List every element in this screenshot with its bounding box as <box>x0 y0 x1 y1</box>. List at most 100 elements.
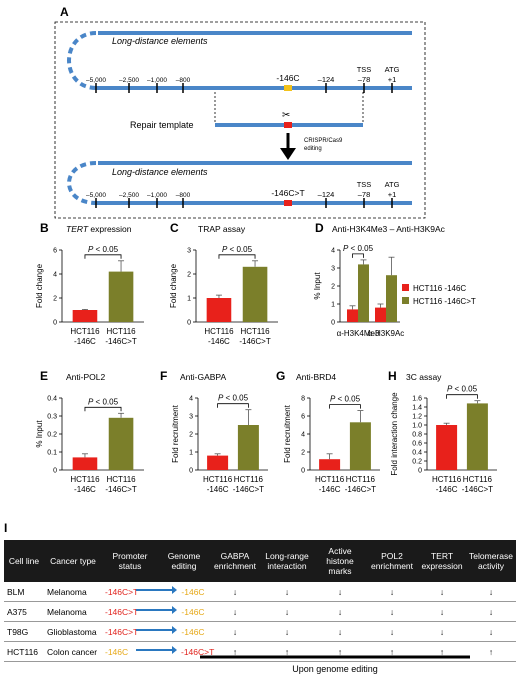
cell-line: T98G <box>4 621 44 642</box>
top-tick-label: –124 <box>318 75 335 84</box>
y-tick-label: 1 <box>331 302 335 309</box>
significance-p: P <box>447 385 453 394</box>
bar <box>206 298 232 322</box>
x-tick-label: HCT116 <box>315 475 345 484</box>
down-arrow-icon: ↓ <box>260 621 314 642</box>
bar <box>358 264 369 322</box>
genome-editing: -146C <box>136 582 210 602</box>
edit-value: -146C <box>181 626 205 637</box>
header-histone: Active histone marks <box>314 540 366 582</box>
significance-label: P < 0.05 <box>218 394 249 403</box>
y-tick-label: 3 <box>331 266 335 273</box>
bar <box>72 310 98 322</box>
y-tick-label: 2 <box>187 272 191 279</box>
arrow-head-icon <box>172 626 177 634</box>
significance-value: < 0.05 <box>452 385 477 394</box>
summary-table: Cell line Cancer type Promoter status Ge… <box>4 540 516 662</box>
y-axis-label: Fold change <box>169 263 178 308</box>
promoter-status: -146C>T <box>102 621 158 642</box>
top-atg-label: ATG <box>385 65 400 74</box>
significance-label: P < 0.05 <box>447 385 478 394</box>
repair-template-mutation <box>284 122 292 128</box>
chart-title: Anti-POL2 <box>66 372 105 382</box>
ticks-top: –5,000 –2,500 –1,000 –800 -146C –124 TSS–78 ATG… <box>86 65 400 93</box>
panel-label: G <box>276 369 285 383</box>
down-arrow-icon: ↓ <box>418 582 466 602</box>
promoter-status: -146C <box>102 641 158 662</box>
header-cancer-type: Cancer type <box>44 540 102 582</box>
panel-label: E <box>40 369 48 383</box>
y-tick-label: 2 <box>331 284 335 291</box>
y-tick-label: 0.1 <box>47 450 57 457</box>
y-tick-label: 1 <box>189 450 193 457</box>
table-header-row: Cell line Cancer type Promoter status Ge… <box>4 540 516 582</box>
x-tick-label: α-H3K9Ac <box>368 329 405 338</box>
significance-p: P <box>88 245 94 254</box>
down-arrow-icon: ↓ <box>314 601 366 622</box>
up-arrow-icon: ↑ <box>314 641 366 662</box>
y-tick-label: 0 <box>301 468 305 475</box>
table-row: HCT116 Colon cancer -146C -146C>T ↑ ↑ ↑ ↑ ↑ ↑ <box>4 641 516 662</box>
y-tick-label: 3 <box>187 248 191 255</box>
y-tick-label: 4 <box>53 272 57 279</box>
legend-swatch-2 <box>402 297 409 304</box>
chart-title: Anti-GABPA <box>180 372 226 382</box>
down-arrow-icon: ↓ <box>466 621 516 642</box>
bottom-tick-label: –78 <box>358 190 371 199</box>
y-axis-label: Fold interaction change <box>390 392 399 476</box>
y-tick-label: 8 <box>301 396 305 403</box>
header-promoter-status: Promoter status <box>102 540 158 582</box>
y-axis-label: Fold recruitment <box>171 404 180 463</box>
significance-bracket <box>352 253 364 258</box>
up-arrow-icon: ↑ <box>418 641 466 662</box>
significance-label: P < 0.05 <box>222 245 253 254</box>
top-tick-label: –78 <box>358 75 371 84</box>
long-distance-label-top: Long-distance elements <box>112 36 208 46</box>
edit-value: -146C <box>181 606 205 617</box>
y-tick-label: 0.2 <box>412 459 422 466</box>
panel-label: C <box>170 221 179 235</box>
y-tick-label: 4 <box>331 248 335 255</box>
cell-line: HCT116 <box>4 641 44 662</box>
legend-item-1: HCT116 -146C <box>413 284 466 293</box>
y-tick-label: 0 <box>53 320 57 327</box>
down-arrow-icon: ↓ <box>314 582 366 602</box>
y-tick-label: 0 <box>187 320 191 327</box>
x-tick-label: -146C <box>74 485 96 494</box>
x-tick-label: -146C <box>207 485 229 494</box>
y-tick-label: 0.4 <box>47 396 57 403</box>
panel-a-label: A <box>60 5 69 19</box>
y-tick-label: 6 <box>53 248 57 255</box>
long-distance-label-bottom: Long-distance elements <box>112 167 208 177</box>
down-arrow-icon: ↓ <box>314 621 366 642</box>
down-arrow-icon: ↓ <box>210 582 260 602</box>
significance-p: P <box>330 395 336 404</box>
bottom-tick-label: –5,000 <box>86 192 106 199</box>
up-arrow-icon: ↑ <box>366 641 418 662</box>
editing-arrow-head <box>280 148 296 160</box>
down-arrow-icon: ↓ <box>210 621 260 642</box>
significance-p: P <box>222 245 228 254</box>
chart-title: Anti-BRD4 <box>296 372 336 382</box>
significance-value: < 0.05 <box>348 244 373 253</box>
genome-editing: -146C>T <box>136 641 214 662</box>
down-arrow-icon: ↓ <box>260 582 314 602</box>
cell-line: A375 <box>4 601 44 622</box>
significance-p: P <box>88 397 94 406</box>
y-tick-label: 0 <box>331 320 335 327</box>
significance-p: P <box>343 244 349 253</box>
header-genome-editing: Genome editing <box>158 540 210 582</box>
y-tick-label: 4 <box>301 432 305 439</box>
crispr-label-2: editing <box>304 146 322 152</box>
ticks-bottom: –5,000 –2,500 –1,000 –800 -146C>T –124 TSS–78 A… <box>86 180 400 208</box>
chart-d: D Anti-H3K4Me3 – Anti-H3K9Ac 0 1 2 3 4 % Input α… <box>313 221 446 338</box>
top-tick-label: +1 <box>388 75 397 84</box>
down-arrow-icon: ↓ <box>466 601 516 622</box>
top-tick-label: –5,000 <box>86 77 106 84</box>
significance-bracket <box>329 404 361 409</box>
arrow-head-icon <box>172 586 177 594</box>
x-tick-label: -146C>T <box>462 485 493 494</box>
upon-editing-label: Upon genome editing <box>292 664 378 674</box>
cancer-type: Melanoma <box>44 582 102 602</box>
